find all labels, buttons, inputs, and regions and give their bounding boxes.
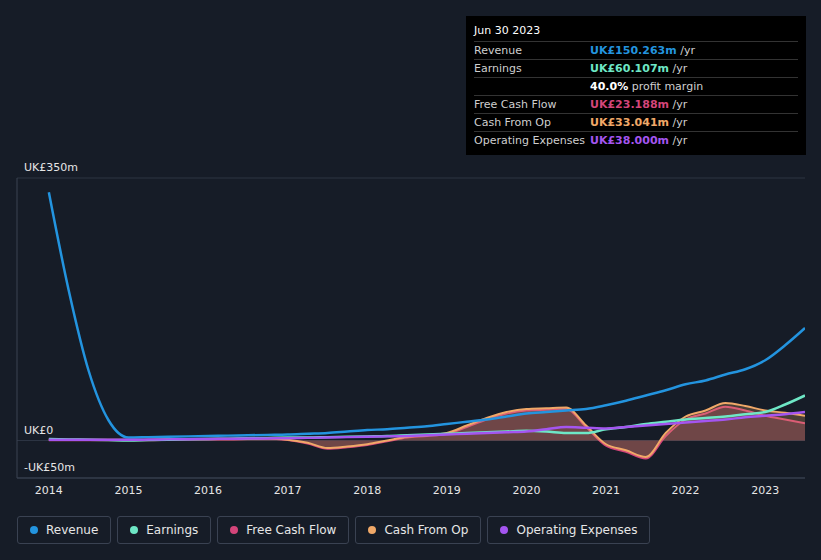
svg-text:2016: 2016 (194, 484, 222, 497)
html-text:UK£60.107m /yr: UK£60.107m /yr (590, 62, 688, 75)
html-text:40.0% profit margin: 40.0% profit margin (590, 80, 704, 93)
html-text:Revenue: Revenue (46, 523, 99, 537)
svg-text:2022: 2022 (672, 484, 700, 497)
svg-text:2021: 2021 (592, 484, 620, 497)
html-text:UK£23.188m /yr: UK£23.188m /yr (590, 98, 688, 111)
svg-text:2023: 2023 (751, 484, 779, 497)
html-text:UK£33.041m /yr: UK£33.041m /yr (590, 116, 688, 129)
html-text:Cash From Op: Cash From Op (384, 523, 469, 537)
html-text:Free Cash Flow: Free Cash Flow (246, 523, 337, 537)
svg-text:-UK£50m: -UK£50m (24, 461, 75, 474)
html-text:UK£38.000m /yr: UK£38.000m /yr (590, 134, 688, 147)
html-text:UK£150.263m /yr: UK£150.263m /yr (590, 44, 695, 57)
svg-text:UK£350m: UK£350m (24, 161, 78, 174)
svg-text:2017: 2017 (274, 484, 302, 497)
svg-text:UK£0: UK£0 (24, 424, 53, 437)
html-text:Earnings: Earnings (146, 523, 199, 537)
html-text:Earnings: Earnings (474, 62, 522, 75)
svg-text:2014: 2014 (35, 484, 63, 497)
html-text:Cash From Op: Cash From Op (474, 116, 551, 129)
svg-text:2020: 2020 (512, 484, 540, 497)
svg-text:2018: 2018 (353, 484, 381, 497)
html-text:Revenue: Revenue (474, 44, 522, 57)
html-text:Operating Expenses: Operating Expenses (474, 134, 585, 147)
svg-text:2019: 2019 (433, 484, 461, 497)
svg-text:2015: 2015 (114, 484, 142, 497)
html-text:Operating Expenses: Operating Expenses (516, 523, 638, 537)
html-text:Jun 30 2023: Jun 30 2023 (474, 24, 541, 37)
html-text:Free Cash Flow: Free Cash Flow (474, 98, 557, 111)
